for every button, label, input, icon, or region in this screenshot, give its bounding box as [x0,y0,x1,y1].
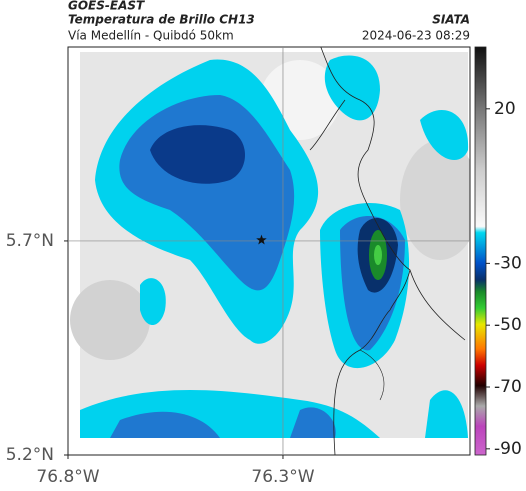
title: GOES-EAST [68,0,145,13]
colorbar-tick-label: -90 [494,439,522,459]
x-tick-label: 76.8°W [36,467,99,487]
timestamp: 2024-06-23 08:29 [362,29,470,43]
colorbar-tick-label: -30 [494,253,522,273]
y-tick-label: 5.7°N [6,231,54,251]
imagery [68,47,470,455]
x-tick-label: 76.3°W [251,467,314,487]
route: Vía Medellín - Quibdó 50km [68,29,234,43]
colorbar-tick-label: -70 [494,377,522,397]
source: SIATA [432,13,470,27]
colorbar-tick-label: -50 [494,315,522,335]
subtitle: Temperatura de Brillo CH13 [68,13,255,27]
map-frame [67,46,471,456]
y-tick-label: 5.2°N [6,445,54,465]
location-marker [256,234,267,245]
colorbar-tick-label: 20 [494,99,516,119]
colorbar [474,46,487,456]
